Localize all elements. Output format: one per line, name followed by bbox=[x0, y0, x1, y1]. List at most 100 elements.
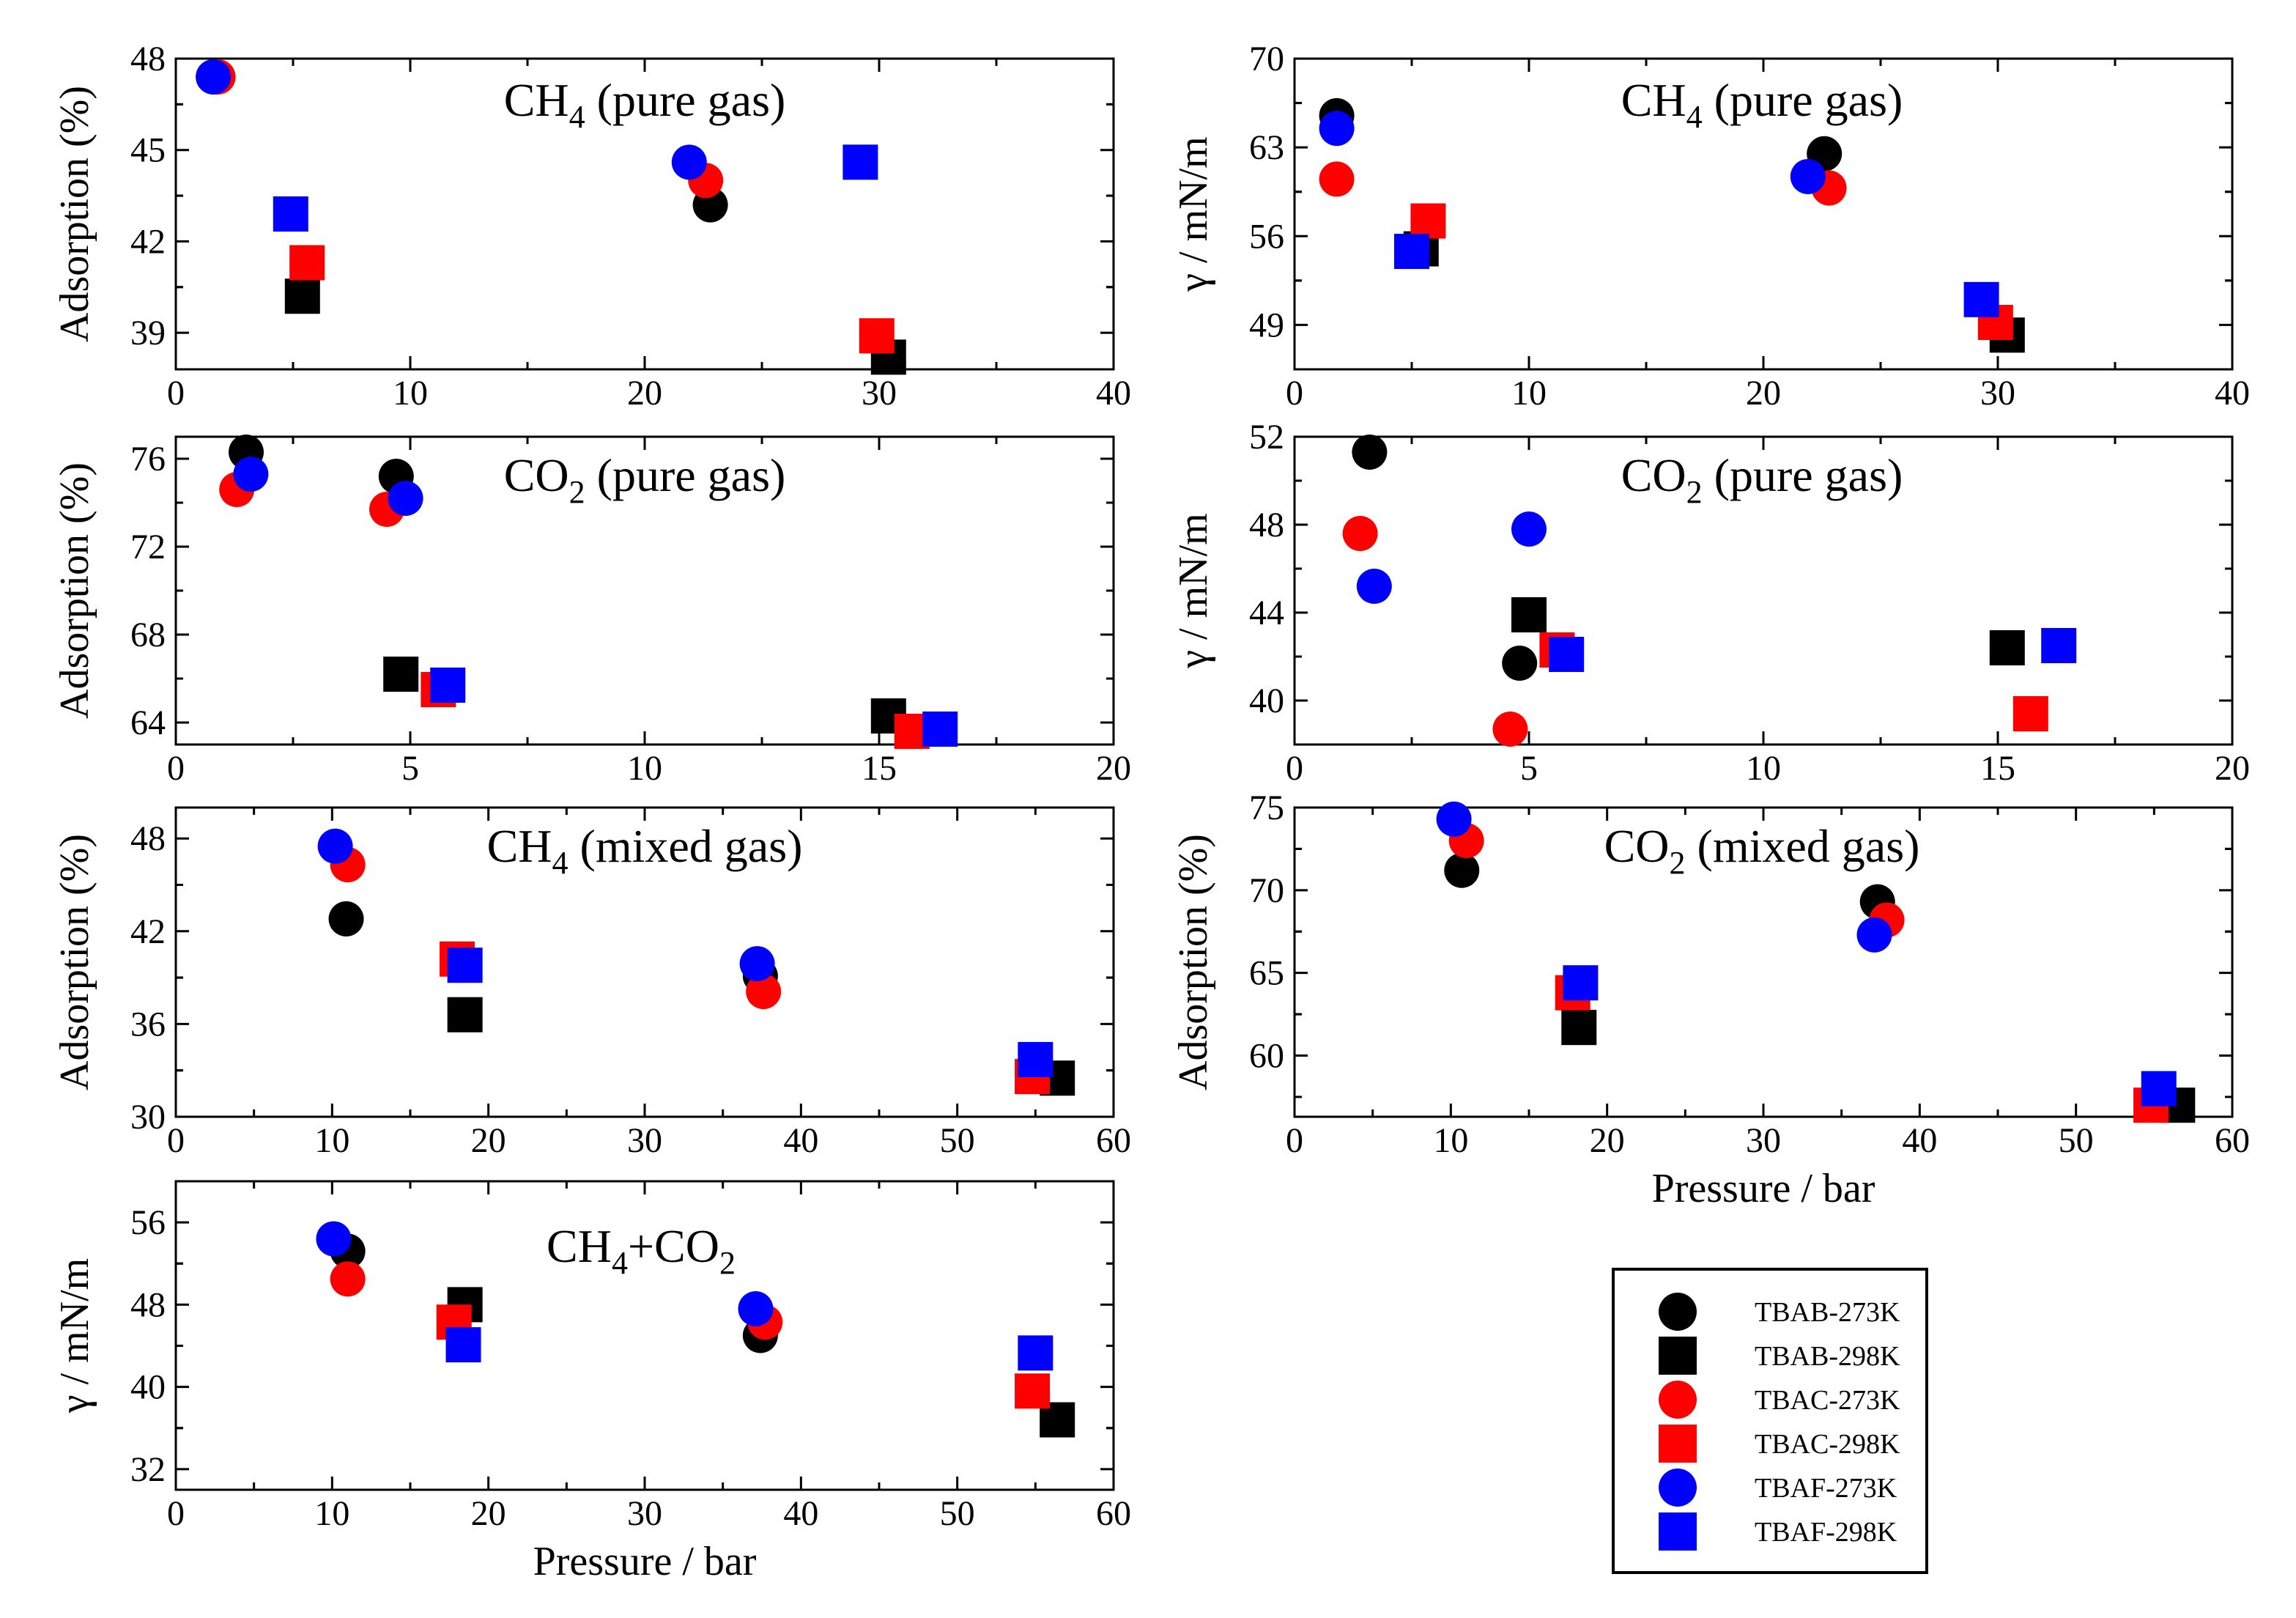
y-tick-label: 45 bbox=[130, 131, 166, 170]
data-point-tbaf-298k bbox=[1963, 281, 1999, 317]
x-tick-label: 0 bbox=[167, 749, 185, 788]
panel-1: 0 10 20 30 40 39 42 45 48 Adsorption (%) CH4 (pure… bbox=[52, 40, 1131, 413]
data-point-tbac-273k bbox=[330, 1261, 366, 1297]
panel-title: CH4+CO2 bbox=[547, 1220, 736, 1281]
data-point-tbaf-298k bbox=[843, 144, 878, 180]
y-axis-title: Adsorption (%) bbox=[52, 86, 97, 342]
title-subscript: 4 bbox=[552, 845, 569, 881]
panel-5: 0 10 20 30 40 50 60 30 36 42 48 Adsorption (%) CH4 (… bbox=[52, 806, 1131, 1160]
y-tick-label: 48 bbox=[130, 1285, 166, 1324]
x-axis-title: Pressure / bar bbox=[533, 1539, 757, 1584]
y-tick-label: 70 bbox=[1249, 40, 1284, 78]
data-point-tbac-298k bbox=[1015, 1373, 1051, 1409]
legend-label-tbab-298k: TBAB-298K bbox=[1755, 1341, 1900, 1372]
legend-marker-tbac-273k bbox=[1659, 1381, 1697, 1419]
title-rest: (pure gas) bbox=[585, 74, 786, 126]
title-rest: (mixed gas) bbox=[569, 820, 803, 872]
y-axis-title: γ / mN/m bbox=[1171, 513, 1216, 668]
x-tick-label: 20 bbox=[1590, 1121, 1625, 1160]
x-tick-label: 0 bbox=[167, 374, 185, 413]
data-point-tbab-273k bbox=[328, 901, 364, 937]
title-main: CH bbox=[487, 820, 552, 872]
legend-marker-tbab-298k bbox=[1659, 1337, 1697, 1375]
panel-6: 0 10 20 30 40 50 60 60 65 70 75 Adsorption (%) Press… bbox=[1171, 788, 2250, 1211]
y-tick-label: 44 bbox=[1249, 594, 1284, 632]
data-point-tbab-273k bbox=[1502, 646, 1538, 681]
data-point-tbaf-273k bbox=[388, 481, 423, 516]
data-point-tbaf-298k bbox=[273, 196, 308, 232]
data-point-tbac-298k bbox=[2012, 696, 2048, 731]
panel-title: CH4 (pure gas) bbox=[504, 74, 786, 135]
y-axis-title: Adsorption (%) bbox=[1171, 834, 1216, 1090]
x-tick-label: 10 bbox=[314, 1494, 349, 1533]
legend-marker-tbaf-273k bbox=[1659, 1469, 1697, 1507]
y-tick-label: 42 bbox=[130, 222, 166, 261]
x-tick-label: 0 bbox=[1286, 1121, 1303, 1160]
y-tick-label: 49 bbox=[1249, 306, 1284, 344]
y-tick-label: 68 bbox=[130, 616, 166, 654]
data-point-tbaf-298k bbox=[922, 712, 958, 747]
y-tick-label: 64 bbox=[130, 703, 166, 742]
data-point-tbac-273k bbox=[1342, 516, 1378, 551]
title-main: CO bbox=[1621, 449, 1686, 501]
x-tick-label: 20 bbox=[1096, 749, 1131, 788]
panel-title: CO2 (mixed gas) bbox=[1604, 820, 1920, 881]
title-main: CH bbox=[547, 1220, 612, 1272]
data-point-tbaf-298k bbox=[1549, 637, 1585, 672]
data-point-tbab-298k bbox=[383, 657, 419, 692]
x-tick-label: 0 bbox=[1286, 749, 1303, 788]
legend-label-tbaf-273k: TBAF-273K bbox=[1755, 1473, 1897, 1504]
data-points bbox=[1342, 435, 2077, 747]
x-tick-label: 40 bbox=[1096, 374, 1131, 413]
legend: TBAB-273K TBAB-298K TBAC-273K TBAC-298K TBAF… bbox=[1612, 1268, 1928, 1574]
title-main: CH bbox=[504, 74, 569, 126]
legend-marker-tbaf-298k bbox=[1659, 1512, 1697, 1551]
title-subscript: 4 bbox=[1686, 99, 1703, 135]
x-tick-label: 20 bbox=[1746, 374, 1781, 413]
panel-title: CH4 (pure gas) bbox=[1621, 74, 1903, 135]
legend-label-tbac-273k: TBAC-273K bbox=[1755, 1385, 1900, 1416]
data-point-tbac-273k bbox=[1319, 161, 1355, 197]
y-tick-label: 76 bbox=[130, 440, 166, 479]
y-axis-title: γ / mN/m bbox=[1171, 136, 1216, 292]
data-point-tbac-273k bbox=[1492, 712, 1528, 747]
x-tick-label: 5 bbox=[1520, 749, 1538, 788]
data-point-tbaf-298k bbox=[430, 668, 466, 703]
title-subscript: 2 bbox=[1686, 474, 1703, 510]
x-tick-label: 40 bbox=[1902, 1121, 1937, 1160]
x-tick-label: 20 bbox=[627, 374, 662, 413]
y-tick-label: 39 bbox=[130, 314, 166, 352]
y-axis-title: Adsorption (%) bbox=[52, 834, 97, 1090]
x-tick-label: 30 bbox=[862, 374, 897, 413]
data-point-tbab-298k bbox=[284, 278, 320, 314]
data-point-tbac-298k bbox=[289, 245, 325, 281]
title-subscript: 2 bbox=[1670, 845, 1686, 881]
data-point-tbaf-273k bbox=[1790, 158, 1826, 194]
data-point-tbaf-273k bbox=[738, 1291, 774, 1327]
title-main: CO bbox=[504, 449, 569, 501]
y-tick-label: 56 bbox=[130, 1203, 166, 1242]
data-point-tbaf-273k bbox=[739, 946, 775, 982]
data-point-tbaf-298k bbox=[1018, 1041, 1053, 1077]
legend-label-tbaf-298k: TBAF-298K bbox=[1755, 1517, 1897, 1548]
legend-marker-tbab-273k bbox=[1659, 1293, 1697, 1331]
y-tick-label: 72 bbox=[130, 528, 166, 566]
title-subscript: 4 bbox=[569, 99, 585, 135]
data-points bbox=[317, 828, 1075, 1096]
data-point-tbaf-273k bbox=[671, 144, 707, 180]
data-points bbox=[1436, 801, 2196, 1123]
data-point-tbac-298k bbox=[1410, 203, 1446, 239]
data-point-tbaf-298k bbox=[445, 1327, 481, 1363]
data-points bbox=[1319, 97, 2025, 353]
x-tick-label: 60 bbox=[1096, 1494, 1131, 1533]
data-points bbox=[196, 59, 906, 375]
x-tick-label: 30 bbox=[1746, 1121, 1781, 1160]
title-subscript: 2 bbox=[569, 474, 585, 510]
x-axis-title: Pressure / bar bbox=[1652, 1166, 1875, 1211]
x-tick-label: 10 bbox=[314, 1121, 349, 1160]
data-point-tbaf-273k bbox=[317, 828, 353, 864]
panel-7: 0 10 20 30 40 50 60 32 40 48 56 γ / mN/m Pressure / … bbox=[52, 1180, 1131, 1584]
y-tick-label: 60 bbox=[1249, 1037, 1284, 1076]
data-point-tbaf-298k bbox=[2041, 628, 2077, 663]
data-point-tbab-273k bbox=[1444, 852, 1480, 888]
